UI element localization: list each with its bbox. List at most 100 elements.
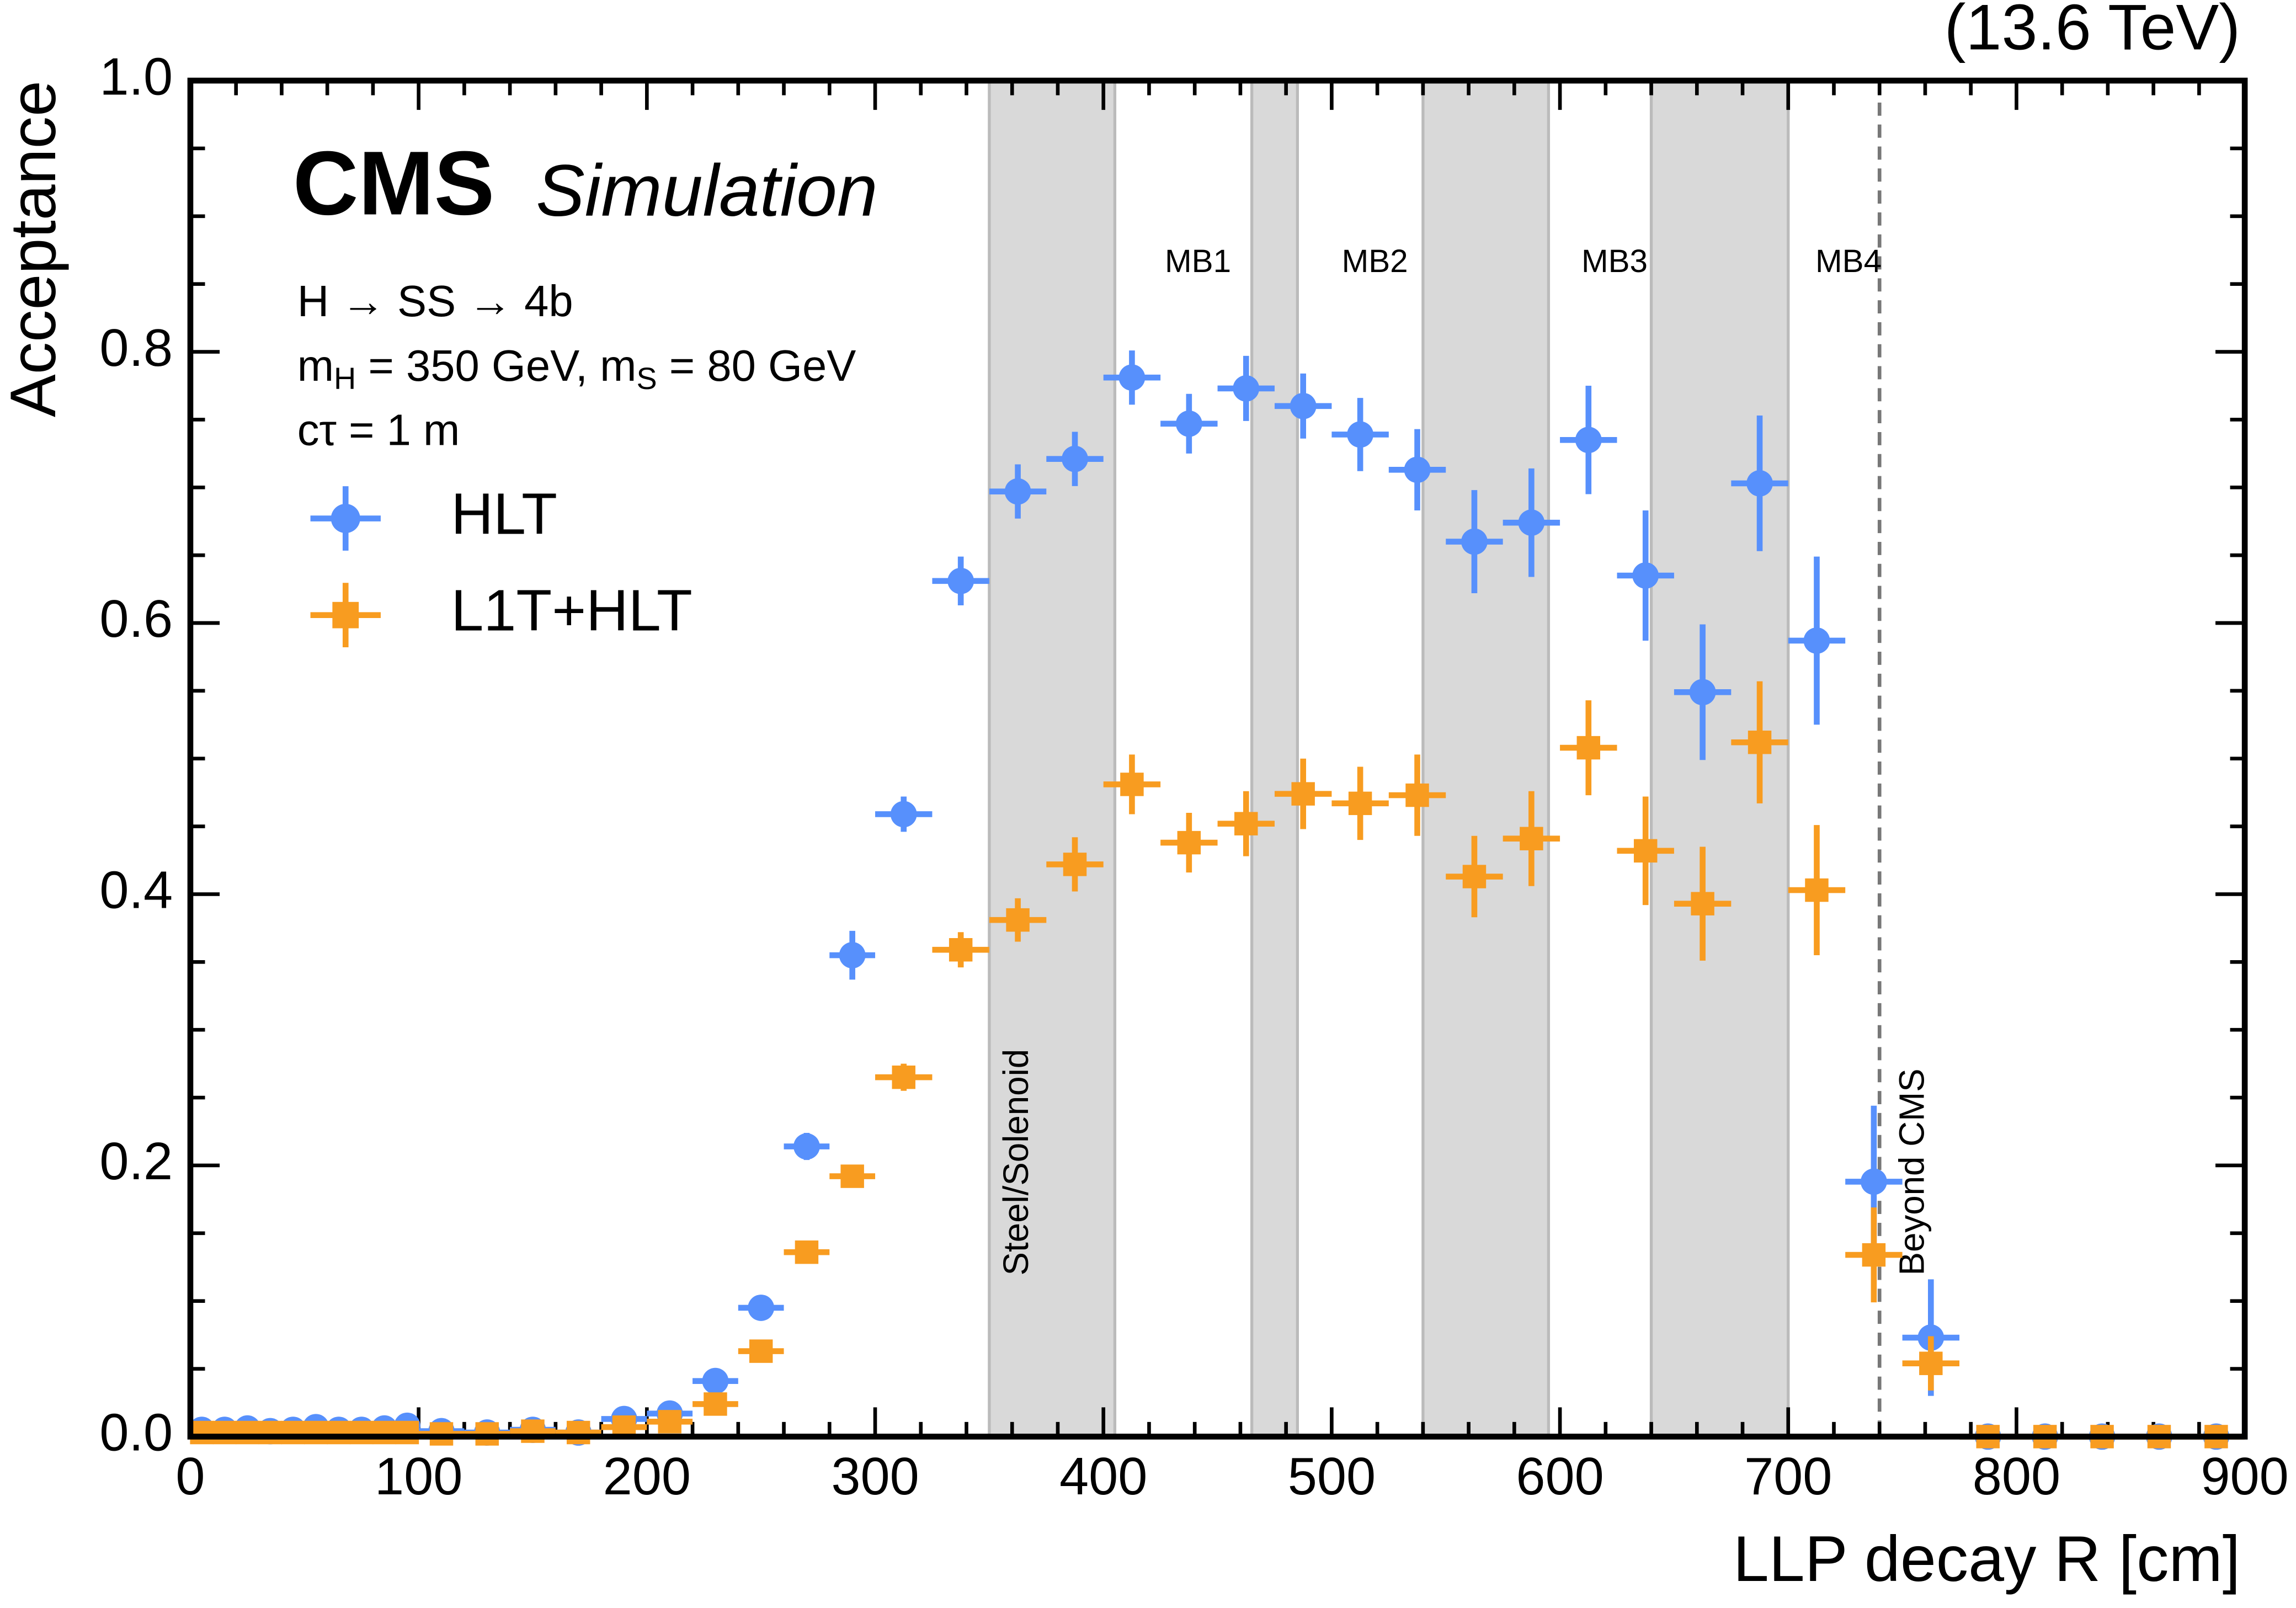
marker: [892, 1065, 915, 1089]
legend-marker: [332, 601, 359, 629]
chart-title: (13.6 TeV): [1945, 0, 2241, 63]
region-label: MB2: [1342, 243, 1408, 279]
x-tick-label: 900: [2201, 1447, 2288, 1506]
x-tick-label: 700: [1744, 1447, 1832, 1506]
y-axis-label: Acceptance: [0, 81, 69, 417]
marker: [395, 1420, 419, 1445]
marker: [1461, 528, 1488, 555]
subscript: H: [334, 361, 356, 396]
status-label: Simulation: [536, 150, 877, 232]
y-tick-label: 0.4: [99, 861, 173, 920]
marker: [350, 1420, 374, 1445]
marker: [1746, 470, 1773, 497]
info-text: H → SS → 4b: [297, 276, 573, 326]
marker: [1004, 478, 1031, 505]
shaded-region: [1250, 79, 1299, 1439]
shaded-region: [1421, 79, 1551, 1439]
y-tick-label: 1.0: [99, 47, 173, 106]
marker: [1290, 392, 1317, 419]
marker: [1347, 421, 1373, 448]
shaded-region: [1649, 79, 1790, 1439]
marker: [1862, 1243, 1886, 1267]
marker: [1576, 736, 1601, 760]
y-tick-label: 0.8: [99, 319, 173, 377]
marker: [1404, 456, 1431, 483]
info-text: mH = 350 GeV, mS = 80 GeV: [297, 341, 856, 396]
marker: [949, 938, 973, 962]
y-tick-label: 0.2: [99, 1132, 173, 1191]
region-label: MB3: [1581, 243, 1648, 279]
region-label: MB4: [1815, 243, 1882, 279]
x-tick-label: 0: [175, 1447, 205, 1506]
marker: [212, 1420, 237, 1445]
x-tick-label: 500: [1288, 1447, 1376, 1506]
info-segment: m: [297, 341, 334, 390]
boundary-label: Beyond CMS: [1893, 1068, 1932, 1275]
legend-label: L1T+HLT: [451, 578, 692, 643]
marker: [1919, 1351, 1943, 1375]
marker: [1633, 839, 1658, 863]
marker: [890, 801, 917, 828]
marker: [1177, 830, 1201, 855]
marker: [1348, 791, 1372, 816]
marker: [190, 1420, 214, 1445]
marker: [258, 1420, 282, 1445]
region-label: Steel/Solenoid: [997, 1049, 1036, 1276]
marker: [1120, 773, 1144, 796]
info-segment: cτ = 1 m: [297, 406, 460, 455]
experiment-label: CMS: [293, 132, 495, 234]
marker: [1175, 410, 1202, 437]
legend-marker: [331, 503, 360, 534]
legend-item: L1T+HLT: [310, 578, 692, 648]
legend-item: HLT: [310, 482, 557, 551]
y-tick-label: 0.6: [99, 590, 173, 648]
x-tick-label: 600: [1516, 1447, 1604, 1506]
marker: [1803, 627, 1830, 654]
x-tick-label: 200: [603, 1447, 691, 1506]
marker: [793, 1133, 820, 1160]
marker: [372, 1420, 396, 1445]
shaded-region: [988, 79, 1117, 1439]
info-segment: = 350 GeV, m: [356, 341, 636, 390]
info-segment: = 80 GeV: [657, 341, 856, 390]
marker: [1520, 827, 1543, 850]
x-tick-label: 100: [375, 1447, 462, 1506]
marker: [1518, 509, 1545, 536]
marker: [947, 567, 974, 594]
marker: [839, 942, 866, 968]
x-tick-label: 400: [1059, 1447, 1147, 1506]
info-segment: H → SS → 4b: [297, 276, 573, 326]
marker: [1006, 908, 1030, 932]
marker: [304, 1420, 328, 1445]
marker: [748, 1295, 775, 1321]
y-tick-label: 0.0: [99, 1404, 173, 1462]
marker: [1462, 865, 1487, 888]
marker: [1118, 364, 1146, 391]
marker: [1405, 783, 1429, 807]
marker: [1632, 562, 1659, 589]
x-axis-label: LLP decay R [cm]: [1733, 1522, 2240, 1595]
marker: [1291, 782, 1315, 806]
marker: [1234, 812, 1258, 835]
marker: [795, 1240, 819, 1264]
region-label: MB1: [1165, 243, 1231, 279]
marker: [236, 1420, 259, 1445]
marker: [1861, 1168, 1887, 1195]
marker: [281, 1420, 305, 1445]
marker: [1575, 427, 1602, 454]
marker: [1691, 892, 1714, 915]
marker: [1233, 375, 1260, 402]
marker: [1748, 731, 1772, 754]
marker: [749, 1339, 773, 1363]
marker: [567, 1420, 590, 1445]
marker: [1805, 878, 1829, 902]
marker: [840, 1164, 864, 1188]
info-text: cτ = 1 m: [297, 406, 460, 455]
marker: [1689, 679, 1716, 706]
marker: [658, 1410, 681, 1434]
marker: [327, 1420, 351, 1445]
marker: [704, 1392, 727, 1416]
plot-frame: [187, 77, 2248, 1440]
